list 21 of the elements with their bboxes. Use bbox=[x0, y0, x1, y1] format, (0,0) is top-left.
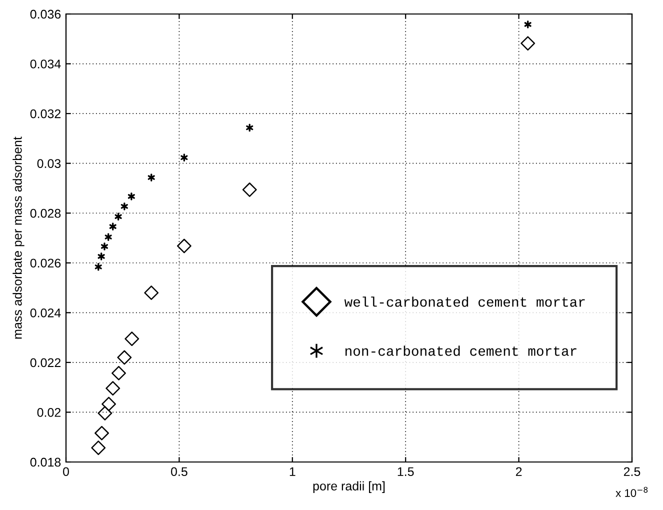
text: x 10$^{−8}$ bbox=[616, 486, 648, 497]
x-tick-label: 1 bbox=[290, 467, 296, 476]
y-tick-label: 0.034 bbox=[30, 60, 61, 68]
y-tick-label: 0.024 bbox=[30, 308, 61, 318]
x-tick-label: 2 bbox=[516, 467, 522, 476]
y-tick-label: 0.018 bbox=[30, 458, 61, 467]
y-tick-label: 0.028 bbox=[30, 208, 61, 218]
y-tick-label: 0.036 bbox=[30, 10, 61, 19]
x-tick-label: 0 bbox=[63, 467, 69, 476]
y-tick-label: 0.03 bbox=[37, 159, 61, 168]
y-tick-label: 0.02 bbox=[37, 408, 61, 417]
y-tick-label: 0.032 bbox=[30, 109, 61, 118]
y-tick-label: 0.022 bbox=[30, 358, 61, 368]
legend-label: well-carbonated cement mortar bbox=[344, 296, 585, 307]
y-axis-title: mass adsorbate per mass adsorbent bbox=[12, 136, 24, 339]
y-tick-label: 0.026 bbox=[30, 258, 61, 268]
x-tick-label: 2.5 bbox=[624, 467, 640, 476]
x-tick-label: 0.5 bbox=[171, 467, 188, 476]
x-tick-label: 1.5 bbox=[398, 467, 414, 476]
legend-label: non-carbonated cement mortar bbox=[345, 346, 576, 356]
x-axis-title: pore radii [m] bbox=[313, 481, 385, 493]
